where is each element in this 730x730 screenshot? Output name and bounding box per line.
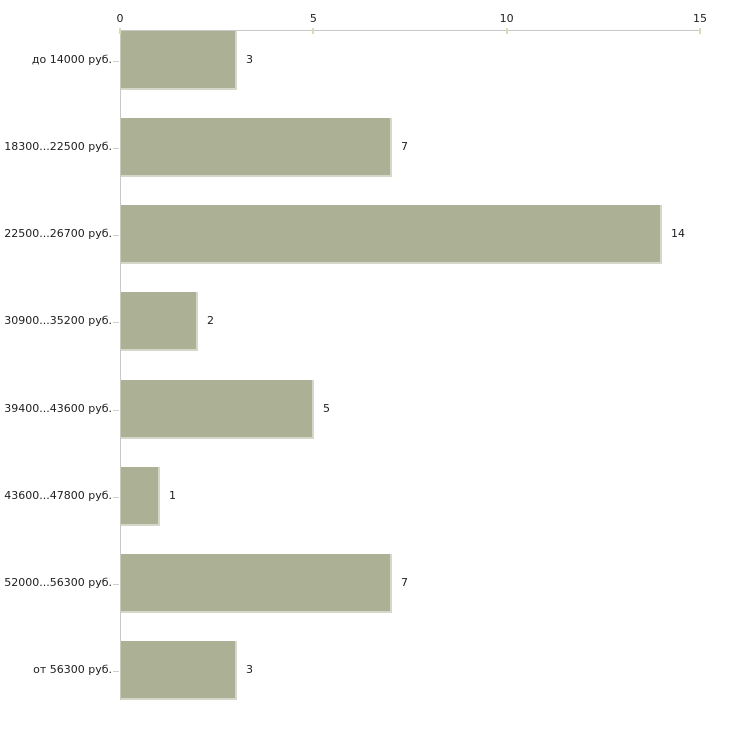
y-tick-mark (113, 148, 119, 149)
x-tick-mark (119, 28, 121, 34)
x-tick-label: 10 (499, 12, 514, 25)
bar (121, 554, 392, 613)
category-label: 52000...56300 руб. (4, 575, 112, 589)
category-label: от 56300 руб. (33, 662, 112, 676)
bar-value-label: 7 (401, 139, 408, 153)
x-tick-label: 0 (116, 12, 124, 25)
category-label: 30900...35200 руб. (4, 313, 112, 327)
y-tick-mark (113, 61, 119, 62)
bar (121, 205, 662, 264)
bar-value-label: 7 (401, 575, 408, 589)
y-tick-mark (113, 671, 119, 672)
bar-value-label: 14 (671, 226, 685, 240)
bar (121, 31, 237, 90)
bar-value-label: 3 (246, 52, 253, 66)
bar (121, 467, 160, 526)
bar (121, 292, 198, 351)
x-tick-label: 15 (693, 12, 707, 25)
bar (121, 118, 392, 177)
category-label: 43600...47800 руб. (4, 488, 112, 502)
x-tick-mark (312, 28, 315, 34)
category-label: до 14000 руб. (31, 52, 112, 66)
bar-value-label: 2 (207, 313, 214, 327)
y-tick-mark (113, 584, 119, 585)
x-tick-label: 5 (309, 12, 317, 25)
y-tick-mark (113, 322, 119, 323)
y-tick-mark (113, 410, 119, 411)
y-axis-line (120, 30, 121, 700)
category-label: 18300...22500 руб. (4, 139, 112, 153)
bar-value-label: 5 (323, 401, 330, 415)
x-axis-line (120, 30, 701, 31)
bar-value-label: 1 (169, 488, 176, 502)
category-label: 22500...26700 руб. (4, 226, 112, 240)
x-tick-mark (505, 28, 508, 34)
x-tick-mark (699, 28, 701, 34)
y-tick-mark (113, 497, 119, 498)
bar (121, 380, 314, 439)
y-tick-mark (113, 235, 119, 236)
category-label: 39400...43600 руб. (4, 401, 112, 415)
bar (121, 641, 237, 700)
bar-value-label: 3 (246, 662, 253, 676)
